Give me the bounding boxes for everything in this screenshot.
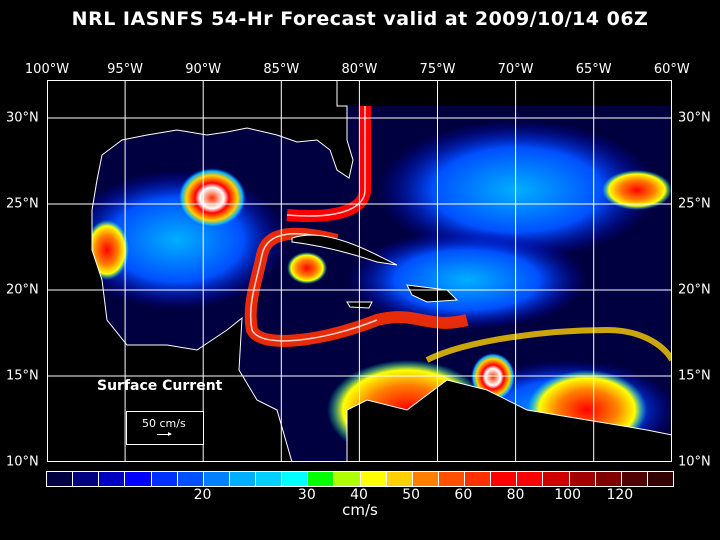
map-frame [47,80,672,462]
north-central-america [47,80,354,462]
longitude-label: 90°W [185,62,222,77]
longitude-label: 95°W [107,62,144,77]
colorbar-cell [595,472,622,486]
longitude-label: 85°W [263,62,300,77]
longitude-label: 100°W [24,62,70,77]
legend-title: Surface Current [97,378,223,394]
south-america [346,379,672,462]
colorbar-cell [229,472,256,486]
colorbar-tick-label: 60 [454,487,473,503]
colorbar-cell [177,472,204,486]
latitude-label-left: 15°N [6,368,39,384]
colorbar-cell [647,472,673,486]
colorbar-tick-label: 120 [606,487,634,503]
reference-arrow-icon [157,432,172,436]
land [47,80,672,462]
latitude-label-left: 10°N [6,454,39,470]
latitude-label-left: 25°N [6,196,39,212]
latitude-label-right: 20°N [678,282,711,298]
colorbar-cell [360,472,387,486]
colorbar-cell [282,472,309,486]
colorbar-cell [543,472,570,486]
colorbar-tick-label: 20 [193,487,212,503]
longitude-label: 75°W [419,62,456,77]
latitude-label-right: 30°N [678,110,711,126]
colorbar-tick-label: 50 [402,487,421,503]
colorbar-cell [308,472,335,486]
latitude-label-right: 15°N [678,368,711,384]
colorbar-tick-label: 80 [506,487,525,503]
latitude-label-left: 20°N [6,282,39,298]
latitude-label-right: 10°N [678,454,711,470]
plot-title: NRL IASNFS 54-Hr Forecast valid at 2009/… [71,8,649,30]
longitude-label: 60°W [653,62,690,77]
reference-vector-label: 50 cm/s [142,417,186,430]
colorbar-cell [256,472,283,486]
colorbar-cell [621,472,648,486]
current-speed-map [47,80,672,462]
hispaniola [406,284,459,303]
colorbar-tick-label: 40 [350,487,368,503]
colorbar-cell [73,472,100,486]
longitude-label: 80°W [341,62,378,77]
colorbar-tick-label: 100 [554,487,582,503]
colorbar-cell [334,472,361,486]
colorbar-cell [465,472,492,486]
colorbar-cell [412,472,439,486]
cuba [291,234,398,266]
colorbar-cell [386,472,413,486]
latitude-label-left: 30°N [6,110,39,126]
colorbar-cell [99,472,126,486]
colorbar-cell [203,472,230,486]
colorbar-cell [438,472,465,486]
colorbar [46,471,674,487]
reference-vector-box: 50 cm/s [126,411,204,445]
latitude-label-right: 25°N [678,196,711,212]
colorbar-cell [47,472,74,486]
colorbar-units: cm/s [342,501,378,519]
colorbar-tick-label: 30 [297,487,316,503]
colorbar-cell [517,472,544,486]
longitude-label: 70°W [497,62,534,77]
graticule [47,80,672,462]
colorbar-cell [125,472,152,486]
colorbar-cell [569,472,596,486]
outside-domain [337,80,672,106]
colorbar-cell [151,472,178,486]
colorbar-cell [491,472,518,486]
longitude-label: 65°W [575,62,612,77]
